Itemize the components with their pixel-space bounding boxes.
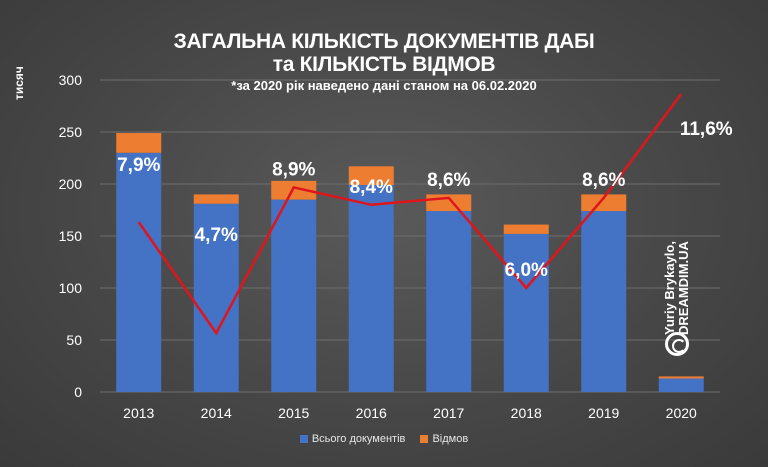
- legend-swatch-refusals: [420, 435, 429, 444]
- bar-total: [193, 203, 239, 392]
- bar-refusals: [581, 194, 627, 212]
- chart-title: ЗАГАЛЬНА КІЛЬКІСТЬ ДОКУМЕНТІВ ДАБІ: [173, 30, 595, 53]
- bar-total: [503, 233, 549, 392]
- chart-subtitle: *за 2020 рік наведено дані станом на 06.…: [231, 78, 537, 93]
- x-tick-label: 2016: [356, 405, 387, 421]
- refusal-rate-line: [137, 93, 683, 336]
- data-label: 8,6%: [427, 170, 470, 191]
- bar-total: [116, 152, 162, 392]
- legend-swatch-total: [299, 435, 308, 444]
- chart-title-line2: та КІЛЬКІСТЬ ВІДМОВ: [272, 53, 496, 76]
- bar-refusals: [658, 376, 704, 379]
- bar-refusals: [503, 224, 549, 234]
- copyright-icon: [665, 332, 689, 356]
- bar-refusals: [116, 133, 162, 153]
- legend-label-refusals: Відмов: [432, 433, 469, 445]
- y-tick-label: 200: [59, 176, 83, 192]
- data-label: 8,9%: [272, 159, 315, 180]
- x-tick-label: 2015: [278, 405, 309, 421]
- bar-refusals: [193, 194, 239, 204]
- data-label: 11,6%: [680, 119, 733, 140]
- bar-total: [348, 185, 394, 392]
- x-tick-label: 2019: [588, 405, 619, 421]
- bar-total: [271, 199, 317, 392]
- y-tick-label: 0: [74, 384, 82, 400]
- bar-total: [426, 211, 472, 392]
- legend-item-total: Всього документів: [299, 433, 406, 445]
- data-label: 6,0%: [505, 260, 548, 281]
- x-tick-label: 2018: [511, 405, 542, 421]
- credit-text: Yuriy Brykaylo, DREAMDIM.UA: [662, 241, 691, 335]
- legend-item-refusals: Відмов: [420, 433, 468, 445]
- bar-total: [658, 378, 704, 392]
- legend: Всього документів Відмов: [0, 433, 768, 445]
- bar-total: [581, 211, 627, 392]
- y-tick-label: 100: [59, 280, 83, 296]
- x-tick-label: 2013: [123, 405, 154, 421]
- y-tick-label: 300: [59, 72, 83, 88]
- bar-refusals: [271, 180, 317, 200]
- x-tick-label: 2014: [201, 405, 232, 421]
- x-tick-label: 2020: [666, 405, 697, 421]
- credit-site: DREAMDIM.UA: [676, 241, 691, 335]
- data-label: 7,9%: [117, 155, 160, 176]
- bar-refusals: [348, 166, 394, 186]
- x-tick-label: 2017: [433, 405, 464, 421]
- credit-name: Yuriy Brykaylo,: [662, 241, 677, 335]
- y-tick-label: 150: [59, 228, 83, 244]
- legend-label-total: Всього документів: [311, 433, 406, 445]
- y-tick-label: 50: [66, 332, 82, 348]
- data-label: 8,6%: [582, 170, 625, 191]
- data-label: 8,4%: [350, 177, 393, 198]
- y-tick-label: 250: [59, 124, 83, 140]
- author-credit: Yuriy Brykaylo, DREAMDIM.UA: [662, 241, 699, 400]
- data-label: 4,7%: [195, 225, 238, 246]
